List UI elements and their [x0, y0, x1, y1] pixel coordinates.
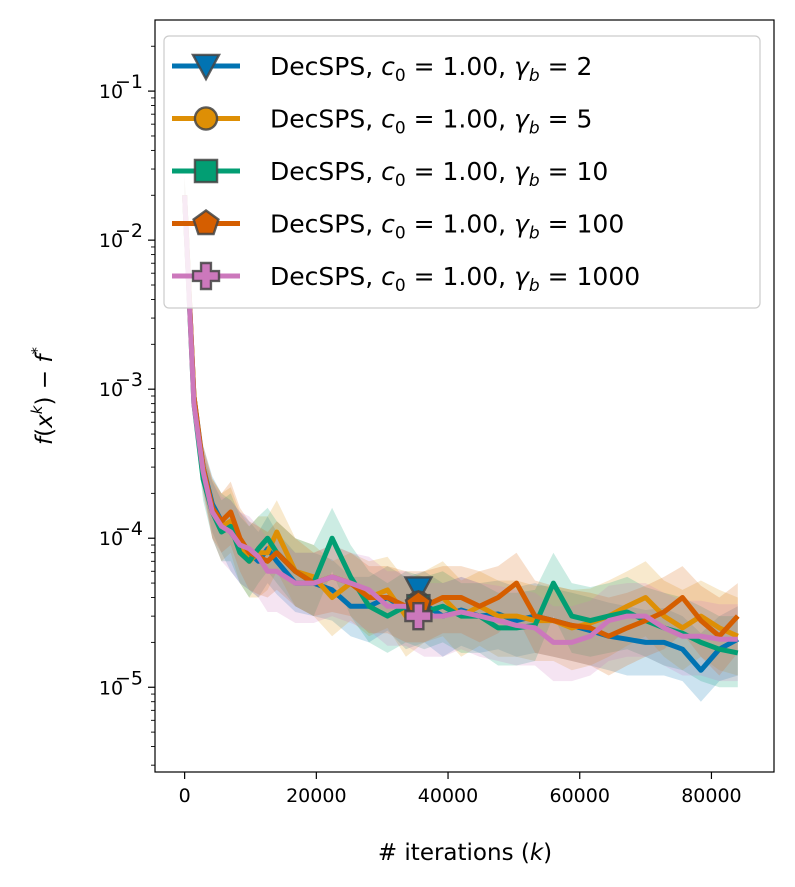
- series-markers: [403, 576, 434, 631]
- y-tick-label: 10: [99, 528, 123, 550]
- x-tick-label: 80000: [681, 785, 741, 807]
- x-tick-label: 60000: [550, 785, 610, 807]
- y-tick-exponent: −2: [115, 220, 143, 242]
- y-tick-label: 10: [99, 677, 123, 699]
- y-tick-exponent: −4: [115, 518, 143, 540]
- y-tick-exponent: −3: [115, 369, 143, 391]
- band-series-1: [184, 175, 738, 702]
- x-tick-label: 40000: [418, 785, 478, 807]
- x-axis-label: # iterations (k): [378, 840, 552, 866]
- legend-label-5: DecSPS, c0 = 1.00, γb = 1000: [270, 262, 640, 296]
- legend-marker-3: [193, 158, 219, 184]
- legend-marker-4: [192, 209, 220, 236]
- legend-label-1: DecSPS, c0 = 1.00, γb = 2: [270, 52, 592, 86]
- legend-label-3: DecSPS, c0 = 1.00, γb = 10: [270, 157, 608, 191]
- y-tick-label: 10: [99, 230, 123, 252]
- y-tick-label: 10: [99, 81, 123, 103]
- legend-label-4: DecSPS, c0 = 1.00, γb = 100: [270, 210, 624, 244]
- legend-marker-5: [191, 261, 221, 291]
- y-tick-exponent: −5: [115, 667, 143, 689]
- y-axis-label: f(xk) − f*: [28, 347, 58, 445]
- x-tick-label: 0: [179, 785, 191, 807]
- legend: DecSPS, c0 = 1.00, γb = 2 DecSPS, c0 = 1.…: [163, 35, 761, 309]
- legend-marker-1: [190, 53, 222, 82]
- legend-marker-2: [193, 106, 219, 131]
- marker-series-5: [404, 601, 433, 631]
- band-series-4: [184, 175, 738, 676]
- legend-box: [163, 35, 761, 309]
- x-axis: 0 20000 40000 60000 80000: [179, 772, 742, 807]
- y-tick-exponent: −1: [115, 71, 143, 93]
- y-tick-label: 10: [99, 379, 123, 401]
- x-tick-label: 20000: [286, 785, 346, 807]
- y-axis: 10−510−410−310−210−1: [99, 45, 155, 766]
- marker-series-1: [403, 576, 434, 605]
- legend-label-2: DecSPS, c0 = 1.00, γb = 5: [270, 105, 592, 139]
